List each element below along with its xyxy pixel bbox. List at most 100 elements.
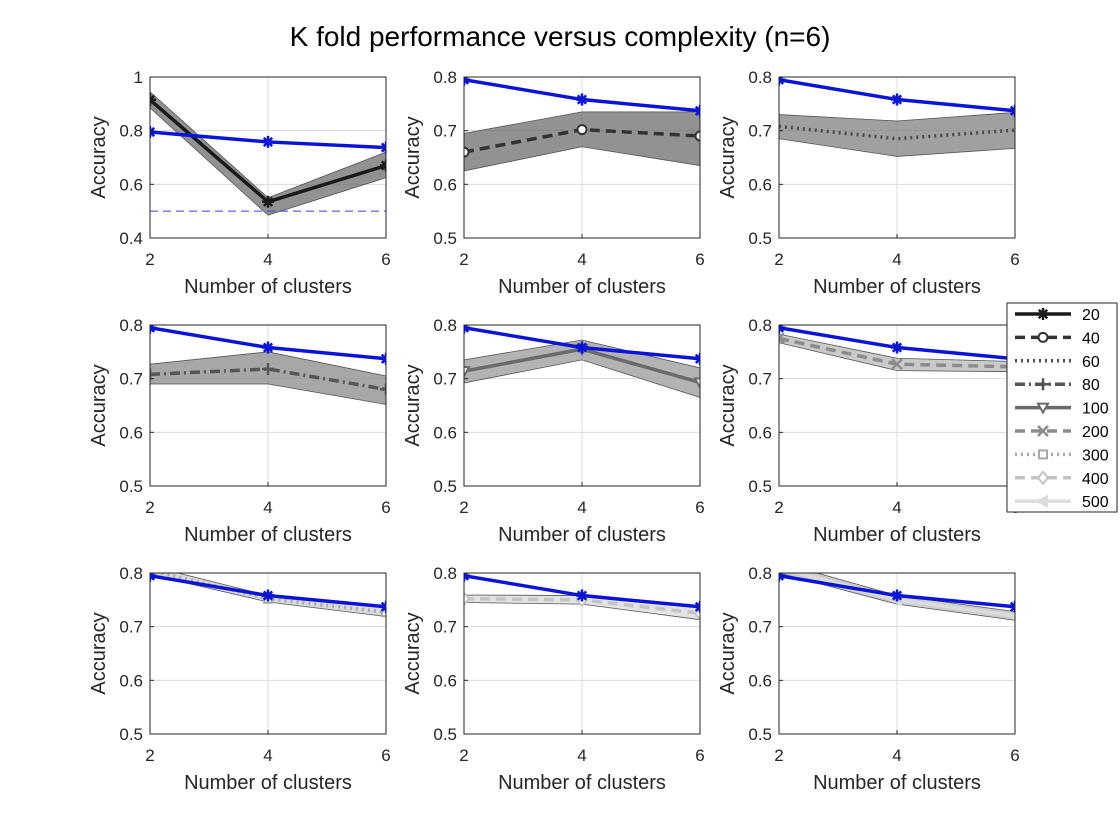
x-tick-label: 2 — [145, 746, 154, 765]
y-tick-label: 0.6 — [748, 671, 772, 690]
x-axis-label: Number of clusters — [184, 772, 352, 794]
series-point-200 — [891, 358, 903, 371]
series-point-20 — [262, 195, 274, 208]
x-tick-label: 2 — [774, 746, 783, 765]
legend-entry-40: 40 — [1015, 330, 1100, 347]
subplot-5: 2 4 6 0.5 0.6 0.7 0.8 Number of clusters Accurac… — [402, 316, 705, 546]
x-tick-label: 4 — [263, 250, 272, 269]
y-tick-label: 1 — [134, 68, 143, 87]
y-tick-label: 0.8 — [433, 316, 457, 335]
legend-entry-200: 200 — [1015, 424, 1109, 441]
x-axis-label: Number of clusters — [813, 276, 981, 298]
y-tick-label: 0.7 — [748, 618, 772, 637]
x-axis-label: Number of clusters — [498, 276, 666, 298]
y-tick-label: 0.8 — [748, 68, 772, 87]
series-point-300 — [381, 607, 386, 618]
data-layer — [464, 573, 700, 621]
data-layer — [464, 325, 700, 398]
reference-point — [891, 589, 903, 602]
y-tick-label: 0.8 — [119, 122, 143, 141]
y-axis-label: Accuracy — [88, 116, 110, 198]
x-tick-label: 6 — [1010, 250, 1019, 269]
legend-entry-400: 400 — [1015, 470, 1109, 488]
y-tick-label: 0.8 — [433, 564, 457, 583]
legend-marker-100 — [1036, 402, 1050, 415]
series-point-80 — [150, 368, 156, 381]
subplot-8: 2 4 6 0.5 0.6 0.7 0.8 Number of clusters Accurac… — [402, 564, 705, 794]
data-layer — [150, 573, 386, 618]
y-tick-label: 0.8 — [119, 564, 143, 583]
y-tick-label: 0.5 — [748, 477, 772, 496]
y-tick-label: 0.5 — [433, 477, 457, 496]
x-tick-label: 6 — [695, 498, 704, 517]
series-point-400 — [464, 591, 471, 607]
legend-label-500: 500 — [1082, 494, 1109, 511]
legend-label-60: 60 — [1082, 354, 1100, 371]
x-tick-label: 6 — [381, 498, 390, 517]
legend-marker-200 — [1037, 425, 1049, 437]
y-axis-label: Accuracy — [402, 364, 424, 446]
legend-entry-60: 60 — [1015, 354, 1100, 371]
series-point-40 — [576, 124, 588, 136]
series-point-100 — [693, 377, 700, 390]
series-point-100 — [464, 366, 471, 379]
legend-label-100: 100 — [1082, 401, 1109, 418]
x-axis-label: Number of clusters — [498, 524, 666, 546]
data-layer — [150, 325, 386, 405]
x-tick-label: 6 — [381, 250, 390, 269]
reference-point — [262, 341, 274, 354]
x-tick-label: 4 — [263, 498, 272, 517]
x-tick-label: 4 — [892, 498, 901, 517]
y-tick-label: 0.8 — [748, 316, 772, 335]
legend-marker-80 — [1037, 378, 1049, 391]
y-axis-label: Accuracy — [717, 612, 739, 694]
figure-title: K fold performance versus complexity (n=… — [290, 21, 831, 52]
subplot-9: 2 4 6 0.5 0.6 0.7 0.8 Number of clusters Accurac… — [717, 564, 1020, 794]
reference-point — [576, 93, 588, 106]
x-tick-label: 2 — [459, 250, 468, 269]
y-tick-label: 0.8 — [748, 564, 772, 583]
reference-point — [891, 341, 903, 354]
legend-marker-400 — [1036, 470, 1050, 486]
x-axis-label: Number of clusters — [498, 772, 666, 794]
y-tick-label: 0.7 — [119, 370, 143, 389]
x-axis-label: Number of clusters — [184, 276, 352, 298]
y-tick-label: 0.5 — [433, 229, 457, 248]
x-axis-label: Number of clusters — [184, 524, 352, 546]
legend-entry-20: 20 — [1015, 307, 1100, 324]
y-axis-label: Accuracy — [717, 364, 739, 446]
x-tick-label: 4 — [577, 746, 586, 765]
x-tick-label: 4 — [577, 498, 586, 517]
y-tick-label: 0.6 — [119, 423, 143, 442]
x-tick-label: 6 — [695, 250, 704, 269]
y-axis-label: Accuracy — [402, 116, 424, 198]
y-axis-label: Accuracy — [717, 116, 739, 198]
series-point-40 — [694, 130, 700, 142]
y-tick-label: 0.7 — [748, 370, 772, 389]
y-tick-label: 0.7 — [119, 618, 143, 637]
subplot-1: 2 4 6 0.4 0.6 0.8 1 Number of clusters Accuracy — [88, 68, 391, 298]
legend-entry-500: 500 — [1015, 494, 1109, 511]
confidence-band-60 — [779, 112, 1015, 157]
y-tick-label: 0.5 — [119, 725, 143, 744]
y-tick-label: 0.6 — [433, 175, 457, 194]
legend-marker-40 — [1037, 331, 1049, 343]
reference-point — [262, 589, 274, 602]
legend-entry-300: 300 — [1015, 447, 1109, 464]
legend-entry-80: 80 — [1015, 377, 1100, 394]
subplot-4: 2 4 6 0.5 0.6 0.7 0.8 Number of clusters Accurac… — [88, 316, 391, 546]
y-axis-label: Accuracy — [88, 612, 110, 694]
data-layer — [779, 325, 1015, 373]
y-tick-label: 0.4 — [119, 229, 143, 248]
data-layer — [150, 91, 386, 216]
x-axis-label: Number of clusters — [813, 524, 981, 546]
data-layer — [779, 573, 1015, 734]
y-tick-label: 0.7 — [433, 618, 457, 637]
series-point-80 — [262, 363, 274, 376]
x-tick-label: 2 — [774, 498, 783, 517]
legend-label-40: 40 — [1082, 330, 1100, 347]
legend-label-80: 80 — [1082, 377, 1100, 394]
subplot-7: 2 4 6 0.5 0.6 0.7 0.8 Number of clusters Accurac… — [88, 564, 391, 794]
